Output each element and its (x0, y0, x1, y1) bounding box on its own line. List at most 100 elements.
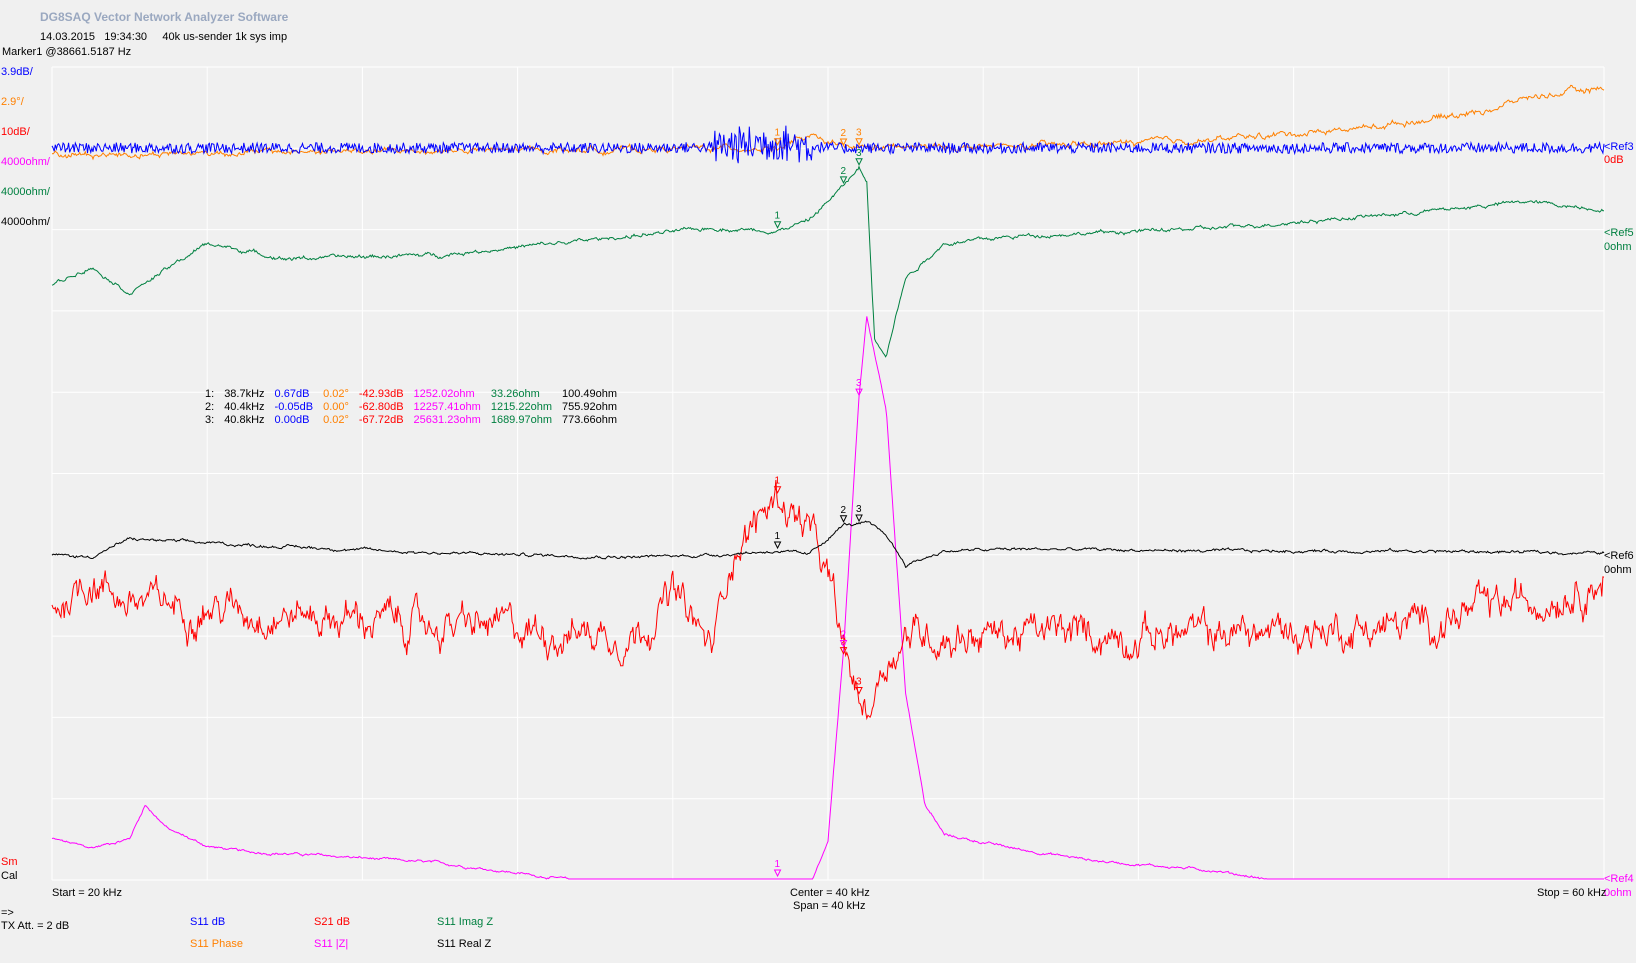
trace-s11-db (51, 125, 1605, 164)
marker-triangle[interactable] (773, 869, 782, 878)
marker-cell-freq: 40.8kHz (224, 414, 265, 426)
marker-triangle[interactable] (839, 176, 848, 184)
start-freq: Start = 20 kHz (52, 887, 123, 899)
marker-triangle[interactable] (839, 515, 848, 523)
trace-s11-imagz (51, 165, 1604, 358)
marker-cell-s21db: -67.72dB (358, 414, 404, 426)
marker-triangle[interactable] (839, 138, 848, 147)
date: 14.03.2015 (40, 31, 96, 43)
marker-triangle[interactable] (855, 388, 863, 397)
ref5-label: <Ref5 (1604, 227, 1634, 239)
marker-label: 3 (856, 504, 862, 515)
trace-s11-phase (51, 84, 1605, 161)
scale-s21-db: 10dB/ (1, 126, 30, 138)
scale-s11-realz: 4000ohm/ (1, 216, 50, 228)
marker-cell-idx: 2: (205, 401, 215, 413)
marker-triangle[interactable] (855, 687, 863, 695)
marker-triangle[interactable] (855, 158, 863, 166)
marker-cell-imagz: 1215.22ohm (490, 401, 552, 413)
app-title: DG8SAQ Vector Network Analyzer Software (40, 10, 289, 24)
marker-triangle[interactable] (773, 138, 782, 146)
legend-s21-db[interactable]: S21 dB (314, 916, 351, 928)
span-freq: Span = 40 kHz (793, 900, 866, 912)
marker-cell-phase: 0.02° (323, 388, 349, 400)
marker-cell-realz: 755.92ohm (562, 401, 618, 413)
scale-s11-phase: 2.9°/ (1, 96, 24, 108)
marker-label: 2 (841, 637, 847, 648)
marker-triangle[interactable] (773, 221, 782, 229)
marker-cell-freq: 40.4kHz (224, 401, 265, 413)
legend-s11-absz[interactable]: S11 |Z| (314, 938, 349, 950)
marker-triangle[interactable] (839, 640, 848, 648)
marker-label: 3 (856, 148, 862, 159)
marker-label: 2 (841, 630, 847, 641)
tx-attenuation[interactable]: TX Att. = 2 dB (1, 920, 70, 932)
marker-cell-realz: 773.66ohm (562, 414, 618, 426)
marker-cell-absz: 12257.41ohm (413, 401, 481, 413)
cal-label: Cal (1, 870, 18, 882)
ref5-value: 0ohm (1604, 241, 1632, 253)
legend-s11-db[interactable]: S11 dB (190, 916, 226, 928)
marker-row: 2: 40.4kHz -0.05dB 0.00° -62.80dB 12257.41ohm… (205, 401, 627, 414)
marker-row: 1: 38.7kHz 0.67dB 0.02° -42.93dB 1252.02ohm 33… (205, 388, 627, 401)
marker-label: 3 (856, 128, 862, 139)
marker-info: Marker1 @38661.5187 Hz (2, 46, 132, 58)
legend-s11-phase[interactable]: S11 Phase (190, 938, 244, 950)
center-freq: Center = 40 kHz (790, 887, 870, 899)
time: 19:34:30 (104, 31, 148, 43)
marker-label: 1 (775, 128, 781, 139)
marker-cell-s21db: -42.93dB (358, 388, 404, 400)
marker-cell-idx: 3: (205, 414, 215, 426)
ref3-label: <Ref3 (1604, 141, 1634, 153)
marker-label: 1 (775, 859, 781, 870)
ref3-value: 0dB (1604, 154, 1624, 166)
marker-triangle[interactable] (839, 647, 848, 655)
marker-cell-imagz: 33.26ohm (490, 388, 540, 400)
marker-cell-absz: 25631.23ohm (413, 414, 481, 426)
marker-triangle[interactable] (773, 541, 782, 550)
measurement-name: 40k us-sender 1k sys imp (162, 31, 288, 43)
marker-cell-s11db: 0.00dB (274, 414, 310, 426)
timestamp-line: 14.03.2015 19:34:30 40k us-sender 1k sys… (40, 31, 287, 43)
marker-cell-phase: 0.02° (323, 414, 349, 426)
legend-s11-imagz[interactable]: S11 Imag Z (437, 916, 494, 928)
marker-cell-imagz: 1689.97ohm (490, 414, 552, 426)
marker-cell-idx: 1: (205, 388, 215, 400)
marker-label: 2 (841, 128, 847, 139)
sm-label: Sm (1, 856, 18, 868)
ref6-value: 0ohm (1604, 564, 1632, 576)
arrow-indicator: => (1, 907, 14, 919)
scale-s11-imagz: 4000ohm/ (1, 186, 50, 198)
scale-s11-db: 3.9dB/ (1, 66, 33, 78)
marker-cell-absz: 1252.02ohm (413, 388, 475, 400)
marker-cell-s21db: -62.80dB (358, 401, 404, 413)
marker-cell-s11db: -0.05dB (274, 401, 314, 413)
stop-freq: Stop = 60 kHz (1537, 887, 1607, 899)
marker-label: 2 (841, 166, 847, 177)
marker-cell-realz: 100.49ohm (562, 388, 618, 400)
marker-triangle[interactable] (855, 514, 863, 523)
trace-s21-db (51, 479, 1605, 721)
grid (51, 66, 1605, 881)
trace-s11-realz (51, 520, 1605, 568)
marker-label: 2 (841, 505, 847, 516)
marker-label: 1 (775, 531, 781, 542)
marker-cell-freq: 38.7kHz (224, 388, 265, 400)
marker-label: 3 (856, 378, 862, 389)
marker-triangle[interactable] (855, 138, 863, 146)
marker-label: 1 (775, 211, 781, 222)
marker-triangle[interactable] (773, 486, 782, 494)
scale-s11-absz: 4000ohm/ (1, 156, 50, 168)
trace-s11-absz (51, 316, 1604, 880)
marker-label: 3 (856, 677, 862, 688)
marker-row: 3: 40.8kHz 0.00dB 0.02° -67.72dB 25631.23ohm 1… (205, 414, 627, 427)
marker-table: 1: 38.7kHz 0.67dB 0.02° -42.93dB 1252.02ohm 33… (205, 388, 627, 427)
marker-cell-s11db: 0.67dB (274, 388, 310, 400)
traces (51, 84, 1605, 880)
marker-cell-phase: 0.00° (323, 401, 349, 413)
ref4-value: 0ohm (1604, 887, 1632, 899)
marker-label: 1 (775, 476, 781, 487)
legend-s11-realz[interactable]: S11 Real Z (437, 938, 492, 950)
